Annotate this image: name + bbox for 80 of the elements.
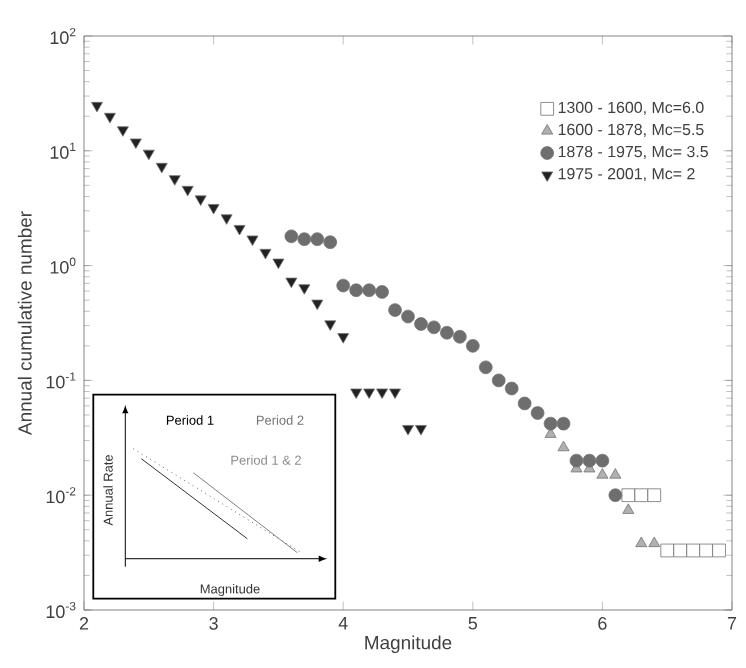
point bbox=[635, 536, 648, 548]
point bbox=[155, 162, 168, 174]
point bbox=[402, 425, 414, 436]
point bbox=[310, 232, 325, 246]
point bbox=[543, 416, 558, 431]
point bbox=[686, 543, 700, 558]
point bbox=[103, 112, 116, 124]
point bbox=[388, 303, 402, 317]
point bbox=[272, 258, 285, 270]
point bbox=[415, 425, 427, 436]
point bbox=[621, 488, 636, 502]
point bbox=[608, 488, 623, 502]
point bbox=[375, 285, 389, 299]
point bbox=[504, 381, 519, 396]
point bbox=[699, 543, 713, 558]
point bbox=[557, 440, 570, 452]
point bbox=[622, 503, 635, 514]
point bbox=[194, 195, 207, 206]
point bbox=[660, 543, 674, 558]
point bbox=[609, 468, 622, 479]
y-tick-label: 10$^{1}$ bbox=[50, 142, 76, 159]
point bbox=[453, 329, 467, 344]
point bbox=[311, 299, 324, 311]
point bbox=[297, 232, 312, 246]
point bbox=[673, 543, 687, 558]
x-tick-label: 5 bbox=[468, 617, 478, 630]
point bbox=[129, 138, 142, 149]
x-tick-label: 2 bbox=[79, 617, 89, 630]
point bbox=[596, 468, 609, 479]
point bbox=[648, 536, 661, 548]
point bbox=[389, 388, 401, 399]
y-axis-title: Annual cumulative number bbox=[17, 211, 32, 436]
point bbox=[349, 283, 363, 298]
point bbox=[259, 248, 272, 260]
point bbox=[91, 101, 103, 113]
point bbox=[466, 339, 480, 353]
point bbox=[116, 126, 129, 137]
point bbox=[350, 388, 363, 399]
point bbox=[634, 488, 649, 502]
point bbox=[491, 373, 506, 388]
point bbox=[647, 488, 662, 502]
point bbox=[414, 317, 428, 331]
x-axis-title: Magnitude bbox=[365, 635, 452, 654]
point bbox=[336, 278, 350, 293]
y-tick-label: 10$^{-1}$ bbox=[46, 372, 76, 389]
point bbox=[582, 453, 597, 468]
point bbox=[142, 149, 155, 161]
point bbox=[285, 277, 298, 289]
point bbox=[181, 185, 194, 197]
point bbox=[220, 214, 233, 225]
y-tick-label: 10$^{-2}$ bbox=[46, 487, 76, 504]
point bbox=[595, 453, 610, 468]
point bbox=[363, 388, 376, 399]
y-tick-label: 10$^{0}$ bbox=[50, 257, 76, 274]
point bbox=[323, 235, 338, 249]
point bbox=[530, 406, 545, 420]
point bbox=[246, 235, 259, 246]
point bbox=[207, 204, 220, 215]
point bbox=[478, 360, 493, 375]
point bbox=[376, 388, 389, 399]
y-tick-label: 10$^{2}$ bbox=[50, 27, 76, 45]
x-tick-label: 4 bbox=[338, 617, 348, 630]
point bbox=[233, 225, 246, 236]
x-tick-label: 3 bbox=[209, 617, 218, 630]
point bbox=[427, 320, 441, 335]
point bbox=[712, 543, 726, 558]
point bbox=[362, 283, 376, 298]
point bbox=[440, 325, 454, 340]
point bbox=[569, 453, 584, 468]
x-tick-label: 7 bbox=[727, 617, 737, 630]
x-tick-label: 6 bbox=[598, 617, 607, 630]
point bbox=[298, 284, 311, 295]
point bbox=[556, 416, 571, 431]
point bbox=[168, 175, 181, 186]
point bbox=[324, 320, 337, 331]
point bbox=[401, 309, 415, 324]
point bbox=[284, 229, 299, 244]
point bbox=[337, 333, 350, 344]
point bbox=[517, 396, 532, 411]
y-tick-label: 10$^{-3}$ bbox=[46, 601, 76, 619]
